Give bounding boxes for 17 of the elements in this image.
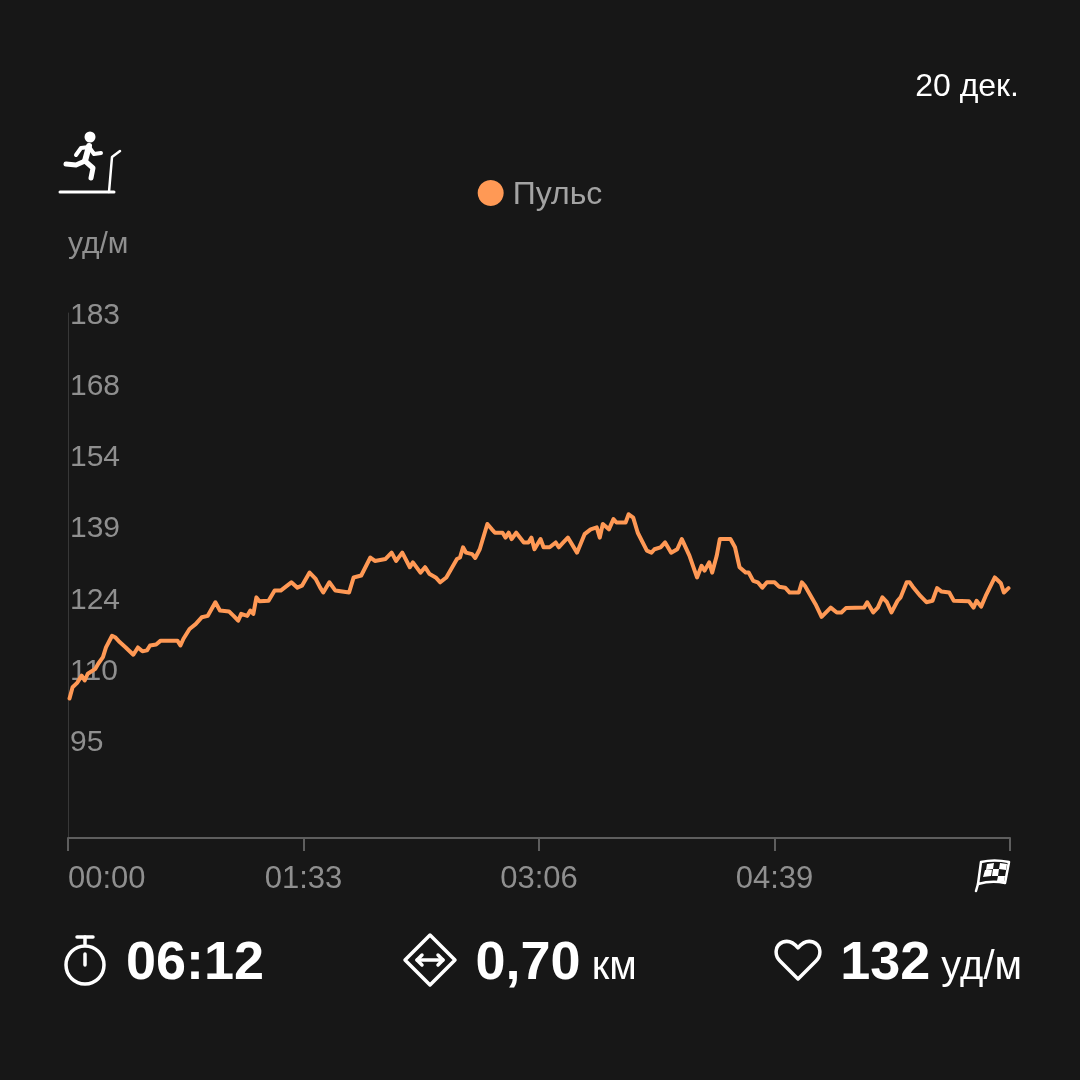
line-series [67, 512, 1011, 701]
y-tick-label: 124 [70, 581, 121, 615]
y-tick-label: 168 [70, 367, 121, 401]
text: 132 уд/м [840, 930, 1022, 990]
legend-label: Пульс [512, 175, 603, 211]
x-tick-label: 03:06 [500, 860, 578, 895]
x-tick-label: 01:33 [264, 860, 343, 895]
text: 0,70 км [475, 930, 637, 990]
y-tick-label: 95 [70, 724, 104, 758]
x-tick-label: 00:00 [68, 860, 146, 895]
text: 06:12 [126, 930, 265, 990]
y-tick-label: 154 [70, 439, 121, 473]
y-axis-title: уд/м [68, 225, 129, 259]
y-tick-label: 183 [70, 296, 121, 330]
y-tick-label: 139 [70, 510, 121, 544]
chart-subtitle: 20 дек. [915, 67, 1019, 103]
x-tick-label: 04:39 [735, 860, 814, 895]
